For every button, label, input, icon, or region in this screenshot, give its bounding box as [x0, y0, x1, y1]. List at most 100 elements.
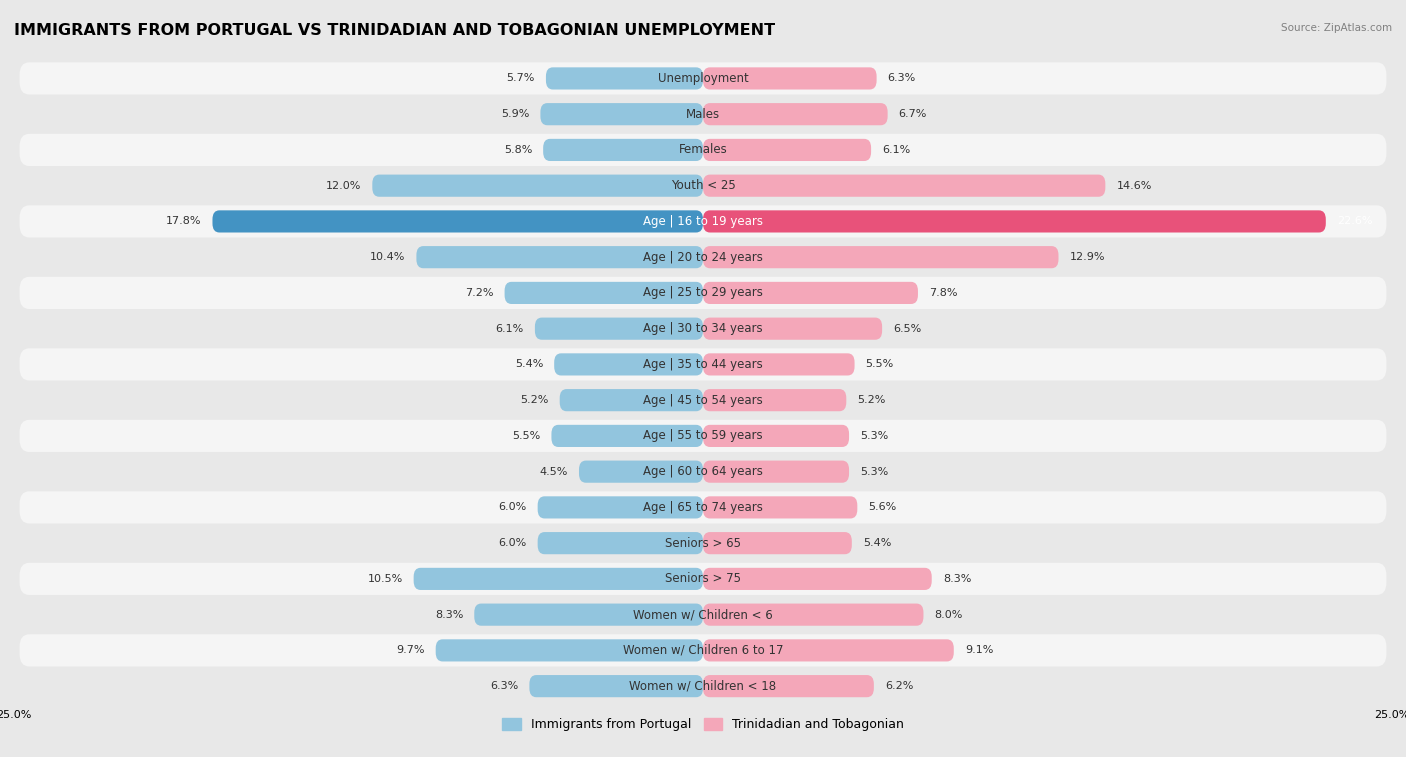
Text: 5.7%: 5.7% [506, 73, 534, 83]
FancyBboxPatch shape [20, 634, 1386, 666]
FancyBboxPatch shape [546, 67, 703, 89]
FancyBboxPatch shape [413, 568, 703, 590]
Text: 7.2%: 7.2% [465, 288, 494, 298]
Text: 6.3%: 6.3% [887, 73, 915, 83]
FancyBboxPatch shape [540, 103, 703, 125]
Text: 5.2%: 5.2% [520, 395, 548, 405]
Text: Age | 45 to 54 years: Age | 45 to 54 years [643, 394, 763, 407]
Text: 12.0%: 12.0% [326, 181, 361, 191]
Text: 9.1%: 9.1% [965, 646, 993, 656]
Text: 6.5%: 6.5% [893, 324, 921, 334]
Text: 5.6%: 5.6% [869, 503, 897, 512]
Text: Women w/ Children < 18: Women w/ Children < 18 [630, 680, 776, 693]
Text: 6.7%: 6.7% [898, 109, 927, 119]
Text: 8.0%: 8.0% [935, 609, 963, 620]
FancyBboxPatch shape [703, 389, 846, 411]
FancyBboxPatch shape [703, 354, 855, 375]
FancyBboxPatch shape [416, 246, 703, 268]
FancyBboxPatch shape [554, 354, 703, 375]
Text: Age | 65 to 74 years: Age | 65 to 74 years [643, 501, 763, 514]
FancyBboxPatch shape [530, 675, 703, 697]
FancyBboxPatch shape [20, 527, 1386, 559]
FancyBboxPatch shape [703, 603, 924, 626]
FancyBboxPatch shape [20, 670, 1386, 702]
FancyBboxPatch shape [703, 640, 953, 662]
FancyBboxPatch shape [20, 98, 1386, 130]
FancyBboxPatch shape [703, 139, 872, 161]
FancyBboxPatch shape [20, 62, 1386, 95]
Text: 6.0%: 6.0% [498, 538, 527, 548]
Text: 5.4%: 5.4% [515, 360, 543, 369]
FancyBboxPatch shape [20, 384, 1386, 416]
Text: 22.6%: 22.6% [1337, 217, 1372, 226]
FancyBboxPatch shape [551, 425, 703, 447]
Text: 5.2%: 5.2% [858, 395, 886, 405]
Text: Unemployment: Unemployment [658, 72, 748, 85]
FancyBboxPatch shape [703, 175, 1105, 197]
Text: 4.5%: 4.5% [540, 466, 568, 477]
FancyBboxPatch shape [703, 497, 858, 519]
Text: Age | 55 to 59 years: Age | 55 to 59 years [643, 429, 763, 442]
Text: 5.8%: 5.8% [503, 145, 531, 155]
Text: Age | 20 to 24 years: Age | 20 to 24 years [643, 251, 763, 263]
FancyBboxPatch shape [537, 497, 703, 519]
FancyBboxPatch shape [20, 456, 1386, 488]
Text: 8.3%: 8.3% [434, 609, 463, 620]
FancyBboxPatch shape [703, 210, 1326, 232]
FancyBboxPatch shape [703, 246, 1059, 268]
FancyBboxPatch shape [20, 134, 1386, 166]
Text: Women w/ Children 6 to 17: Women w/ Children 6 to 17 [623, 644, 783, 657]
Text: Age | 35 to 44 years: Age | 35 to 44 years [643, 358, 763, 371]
FancyBboxPatch shape [560, 389, 703, 411]
FancyBboxPatch shape [543, 139, 703, 161]
Text: Source: ZipAtlas.com: Source: ZipAtlas.com [1281, 23, 1392, 33]
FancyBboxPatch shape [20, 562, 1386, 595]
Text: 5.5%: 5.5% [512, 431, 540, 441]
FancyBboxPatch shape [20, 170, 1386, 202]
FancyBboxPatch shape [703, 282, 918, 304]
FancyBboxPatch shape [703, 675, 875, 697]
FancyBboxPatch shape [703, 67, 876, 89]
Text: 5.4%: 5.4% [863, 538, 891, 548]
Text: 5.5%: 5.5% [866, 360, 894, 369]
FancyBboxPatch shape [579, 460, 703, 483]
FancyBboxPatch shape [474, 603, 703, 626]
Text: Males: Males [686, 107, 720, 120]
Text: 7.8%: 7.8% [929, 288, 957, 298]
FancyBboxPatch shape [703, 425, 849, 447]
FancyBboxPatch shape [20, 599, 1386, 631]
Text: 12.9%: 12.9% [1070, 252, 1105, 262]
FancyBboxPatch shape [373, 175, 703, 197]
FancyBboxPatch shape [534, 318, 703, 340]
FancyBboxPatch shape [505, 282, 703, 304]
Text: 14.6%: 14.6% [1116, 181, 1152, 191]
FancyBboxPatch shape [703, 532, 852, 554]
Text: 6.1%: 6.1% [882, 145, 910, 155]
Text: 10.4%: 10.4% [370, 252, 405, 262]
Text: 6.0%: 6.0% [498, 503, 527, 512]
Text: 6.2%: 6.2% [884, 681, 914, 691]
Text: 5.3%: 5.3% [860, 431, 889, 441]
Text: Seniors > 65: Seniors > 65 [665, 537, 741, 550]
Text: 6.3%: 6.3% [491, 681, 519, 691]
Text: 10.5%: 10.5% [367, 574, 402, 584]
Text: 8.3%: 8.3% [943, 574, 972, 584]
Legend: Immigrants from Portugal, Trinidadian and Tobagonian: Immigrants from Portugal, Trinidadian an… [496, 713, 910, 737]
FancyBboxPatch shape [703, 103, 887, 125]
FancyBboxPatch shape [20, 241, 1386, 273]
FancyBboxPatch shape [436, 640, 703, 662]
Text: Youth < 25: Youth < 25 [671, 179, 735, 192]
FancyBboxPatch shape [537, 532, 703, 554]
Text: Seniors > 75: Seniors > 75 [665, 572, 741, 585]
FancyBboxPatch shape [20, 277, 1386, 309]
FancyBboxPatch shape [703, 460, 849, 483]
Text: 9.7%: 9.7% [396, 646, 425, 656]
FancyBboxPatch shape [212, 210, 703, 232]
Text: 6.1%: 6.1% [496, 324, 524, 334]
Text: Women w/ Children < 6: Women w/ Children < 6 [633, 608, 773, 621]
Text: IMMIGRANTS FROM PORTUGAL VS TRINIDADIAN AND TOBAGONIAN UNEMPLOYMENT: IMMIGRANTS FROM PORTUGAL VS TRINIDADIAN … [14, 23, 775, 38]
Text: Age | 30 to 34 years: Age | 30 to 34 years [643, 322, 763, 335]
Text: Age | 16 to 19 years: Age | 16 to 19 years [643, 215, 763, 228]
Text: Females: Females [679, 143, 727, 157]
FancyBboxPatch shape [20, 348, 1386, 381]
